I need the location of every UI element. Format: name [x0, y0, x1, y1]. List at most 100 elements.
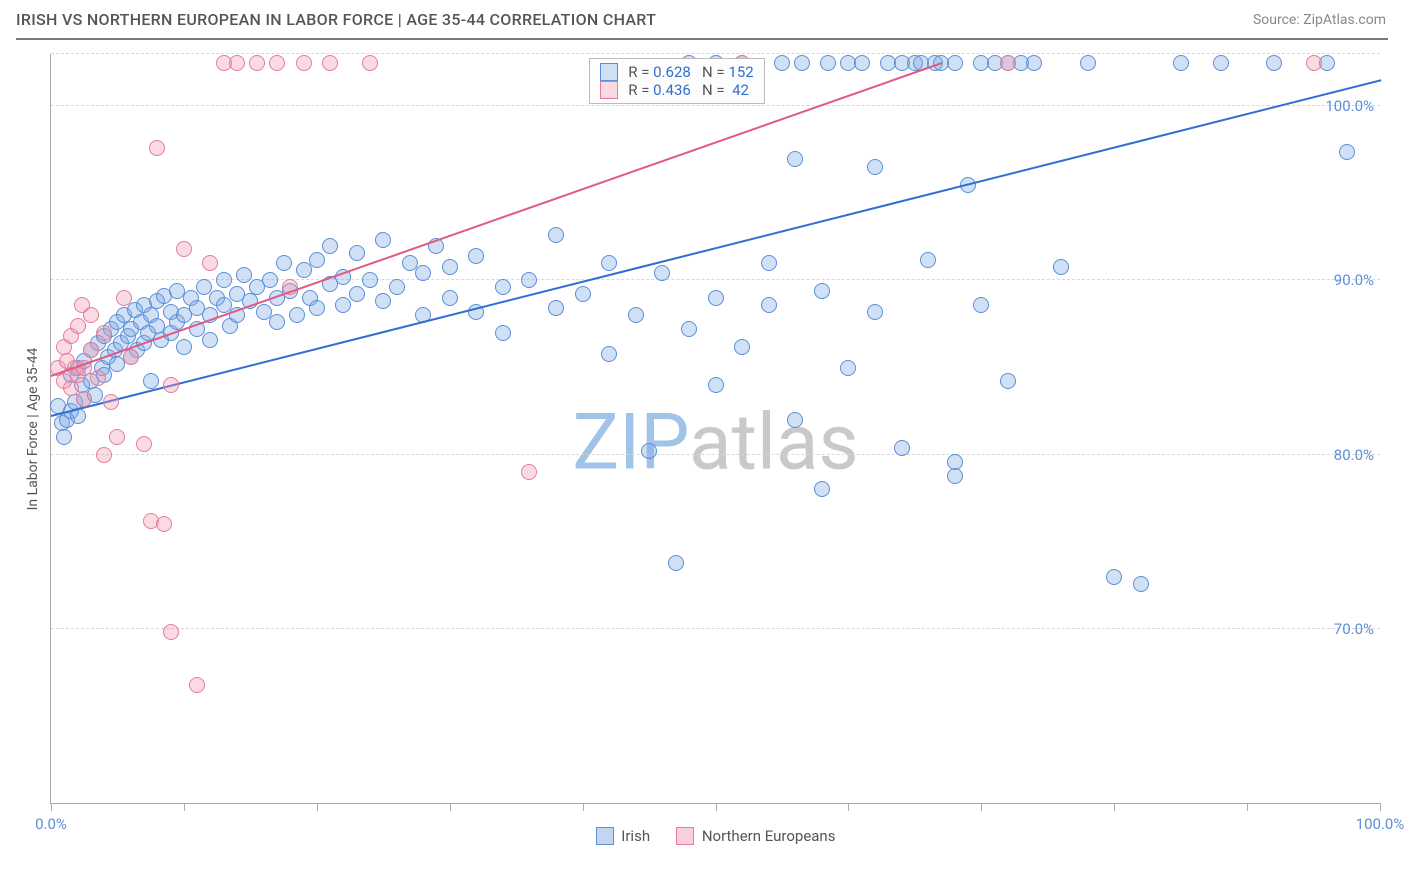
- data-point: [495, 325, 511, 341]
- data-point: [143, 373, 159, 389]
- data-point: [1106, 569, 1122, 585]
- data-point: [56, 429, 72, 445]
- data-point: [601, 346, 617, 362]
- data-point: [309, 300, 325, 316]
- stats-row: R = 0.436 N = 42: [600, 81, 753, 99]
- data-point: [1339, 144, 1355, 160]
- data-point: [548, 300, 564, 316]
- x-tick: [450, 803, 451, 811]
- data-point: [947, 454, 963, 470]
- data-point: [708, 377, 724, 393]
- data-point: [322, 238, 338, 254]
- data-point: [269, 314, 285, 330]
- legend-swatch: [596, 827, 614, 845]
- data-point: [249, 55, 265, 71]
- data-point: [83, 307, 99, 323]
- y-axis-label: In Labor Force | Age 35-44: [25, 347, 41, 510]
- data-point: [262, 272, 278, 288]
- data-point: [236, 267, 252, 283]
- data-point: [335, 297, 351, 313]
- data-point: [548, 227, 564, 243]
- legend-label: Northern Europeans: [698, 827, 835, 845]
- data-point: [90, 370, 106, 386]
- data-point: [276, 255, 292, 271]
- data-point: [375, 232, 391, 248]
- data-point: [521, 464, 537, 480]
- data-point: [116, 290, 132, 306]
- data-point: [495, 279, 511, 295]
- data-point: [362, 272, 378, 288]
- data-point: [521, 272, 537, 288]
- data-point: [920, 252, 936, 268]
- data-point: [442, 290, 458, 306]
- x-tick: [317, 803, 318, 811]
- data-point: [641, 443, 657, 459]
- stats-text: R = 0.436 N = 42: [628, 81, 749, 99]
- data-point: [156, 516, 172, 532]
- data-point: [668, 555, 684, 571]
- gridline: [51, 628, 1380, 629]
- data-point: [575, 286, 591, 302]
- data-point: [894, 440, 910, 456]
- data-point: [1000, 373, 1016, 389]
- data-point: [202, 255, 218, 271]
- x-tick: [583, 803, 584, 811]
- data-point: [761, 297, 777, 313]
- data-point: [1266, 55, 1282, 71]
- data-point: [76, 391, 92, 407]
- data-point: [136, 436, 152, 452]
- data-point: [349, 286, 365, 302]
- data-point: [1053, 259, 1069, 275]
- data-point: [854, 55, 870, 71]
- data-point: [269, 55, 285, 71]
- data-point: [375, 293, 391, 309]
- data-point: [289, 307, 305, 323]
- data-point: [681, 321, 697, 337]
- x-tick: [1247, 803, 1248, 811]
- data-point: [149, 140, 165, 156]
- data-point: [163, 624, 179, 640]
- data-point: [1306, 55, 1322, 71]
- data-point: [814, 283, 830, 299]
- data-point: [1133, 576, 1149, 592]
- data-point: [362, 55, 378, 71]
- legend: Irish Northern Europeans: [51, 826, 1380, 845]
- data-point: [103, 394, 119, 410]
- data-point: [820, 55, 836, 71]
- data-point: [442, 259, 458, 275]
- data-point: [947, 55, 963, 71]
- data-point: [774, 55, 790, 71]
- stats-text: R = 0.628 N = 152: [628, 63, 753, 81]
- x-tick: [848, 803, 849, 811]
- x-tick: [716, 803, 717, 811]
- gridline: [51, 105, 1380, 106]
- data-point: [389, 279, 405, 295]
- stats-box: R = 0.628 N = 152R = 0.436 N = 42: [589, 58, 764, 104]
- data-point: [1080, 55, 1096, 71]
- data-point: [123, 349, 139, 365]
- data-point: [867, 159, 883, 175]
- source-attribution: Source: ZipAtlas.com: [1253, 12, 1386, 28]
- data-point: [176, 339, 192, 355]
- data-point: [309, 252, 325, 268]
- x-tick: [184, 803, 185, 811]
- x-tick: [1114, 803, 1115, 811]
- watermark: ZIPatlas: [572, 398, 858, 489]
- data-point: [814, 481, 830, 497]
- data-point: [468, 248, 484, 264]
- stats-row: R = 0.628 N = 152: [600, 63, 753, 81]
- legend-swatch: [600, 63, 618, 81]
- data-point: [322, 55, 338, 71]
- gridline: [51, 454, 1380, 455]
- data-point: [216, 272, 232, 288]
- data-point: [83, 342, 99, 358]
- data-point: [601, 255, 617, 271]
- data-point: [794, 55, 810, 71]
- data-point: [349, 245, 365, 261]
- chart-container: In Labor Force | Age 35-44 ZIPatlas Iris…: [16, 38, 1388, 852]
- legend-label: Irish: [618, 827, 651, 845]
- title-bar: IRISH VS NORTHERN EUROPEAN IN LABOR FORC…: [0, 0, 1406, 35]
- data-point: [109, 429, 125, 445]
- data-point: [708, 290, 724, 306]
- x-tick: [51, 803, 52, 811]
